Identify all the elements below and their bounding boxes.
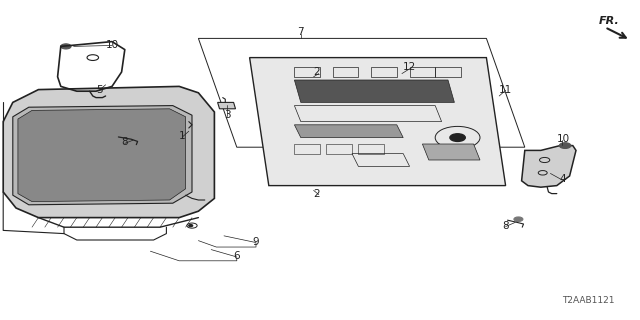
Text: 5: 5	[96, 84, 102, 95]
Polygon shape	[294, 80, 454, 102]
Text: 2: 2	[314, 188, 320, 199]
Text: 6: 6	[234, 251, 240, 261]
Text: 10: 10	[106, 40, 118, 50]
Text: 3: 3	[224, 110, 230, 120]
Circle shape	[189, 225, 193, 227]
Text: 12: 12	[403, 62, 416, 72]
Text: FR.: FR.	[598, 16, 619, 26]
Circle shape	[559, 143, 571, 148]
Circle shape	[514, 217, 523, 221]
Polygon shape	[18, 109, 186, 202]
Text: 8: 8	[122, 137, 128, 148]
Circle shape	[130, 135, 139, 140]
Text: 2: 2	[314, 67, 320, 77]
Text: 1: 1	[179, 131, 186, 141]
Text: 10: 10	[557, 134, 570, 144]
Polygon shape	[13, 106, 192, 205]
Text: T2AAB1121: T2AAB1121	[562, 296, 614, 305]
Text: 11: 11	[499, 84, 512, 95]
Circle shape	[450, 134, 465, 141]
Polygon shape	[294, 125, 403, 138]
Text: 8: 8	[502, 220, 509, 231]
Polygon shape	[3, 86, 214, 218]
Text: 7: 7	[298, 27, 304, 37]
Text: 9: 9	[253, 236, 259, 247]
Text: 4: 4	[560, 174, 566, 184]
Polygon shape	[522, 146, 576, 187]
Circle shape	[61, 44, 71, 49]
Polygon shape	[250, 58, 506, 186]
Polygon shape	[218, 102, 236, 109]
Polygon shape	[422, 144, 480, 160]
